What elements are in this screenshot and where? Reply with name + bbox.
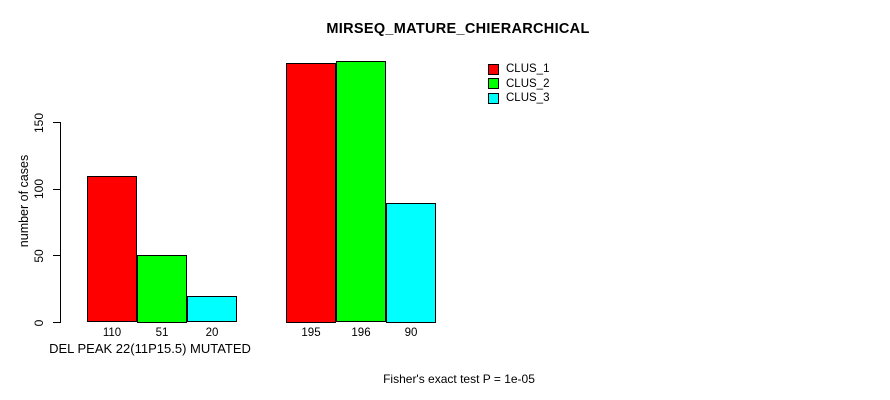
y-axis-label: number of cases <box>17 154 31 248</box>
y-tick-mark-50 <box>53 255 60 257</box>
legend-item-clus_1: CLUS_1 <box>488 62 549 76</box>
bar-group2-clus_1 <box>286 62 336 323</box>
legend-swatch-clus_3 <box>488 92 499 104</box>
legend: CLUS_1 CLUS_2 CLUS_3 <box>488 62 549 106</box>
fisher-test-annotation: Fisher's exact test P = 1e-05 <box>383 372 535 386</box>
bar-value-label-group1-clus_2: 51 <box>155 327 169 339</box>
legend-swatch-clus_1 <box>488 63 499 75</box>
bar-group1-clus_2 <box>137 254 187 323</box>
x-axis-label: DEL PEAK 22(11P15.5) MUTATED <box>49 341 251 356</box>
legend-label-clus_2: CLUS_2 <box>506 77 550 90</box>
bar-group2-clus_2 <box>336 61 386 323</box>
legend-swatch-clus_2 <box>488 78 499 89</box>
y-tick-label-0: 0 <box>32 319 46 326</box>
y-tick-mark-100 <box>53 188 60 190</box>
legend-label-clus_3: CLUS_3 <box>506 92 550 104</box>
y-tick-mark-0 <box>53 322 60 323</box>
y-axis-line <box>60 122 61 323</box>
y-tick-label-50: 50 <box>32 249 46 263</box>
y-tick-label-150: 150 <box>32 112 46 133</box>
bar-group1-clus_3 <box>187 295 237 323</box>
bar-value-label-group1-clus_3: 20 <box>205 327 219 339</box>
bar-group1-clus_1 <box>87 175 137 323</box>
bar-value-label-group2-clus_2: 196 <box>351 327 371 339</box>
y-tick-label-100: 100 <box>32 179 46 200</box>
bar-group2-clus_3 <box>386 202 436 323</box>
legend-item-clus_2: CLUS_2 <box>488 77 549 91</box>
y-tick-mark-150 <box>53 122 60 123</box>
chart-title: MIRSEQ_MATURE_CHIERARCHICAL <box>326 21 590 37</box>
legend-item-clus_3: CLUS_3 <box>488 91 549 105</box>
legend-label-clus_1: CLUS_1 <box>506 63 550 75</box>
bar-value-label-group1-clus_1: 110 <box>102 327 122 339</box>
bar-value-label-group2-clus_3: 90 <box>404 327 418 339</box>
bar-value-label-group2-clus_1: 195 <box>301 327 321 339</box>
